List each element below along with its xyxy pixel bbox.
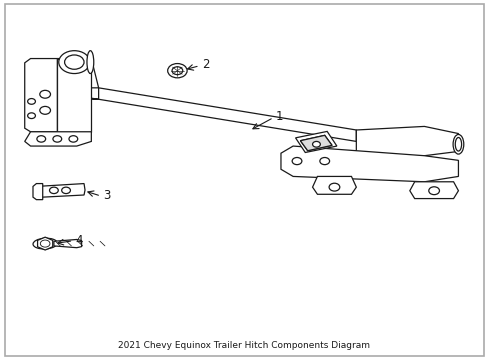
Polygon shape [295,131,336,153]
Text: 2: 2 [201,58,209,72]
Circle shape [319,157,329,165]
Circle shape [40,107,50,114]
Polygon shape [409,182,458,199]
Polygon shape [57,80,99,99]
Circle shape [69,136,78,142]
Circle shape [172,67,183,75]
Circle shape [40,240,50,247]
Ellipse shape [454,138,461,151]
Ellipse shape [87,51,94,73]
Polygon shape [300,135,331,151]
Circle shape [37,136,45,142]
Ellipse shape [452,134,463,154]
Circle shape [328,183,339,191]
Circle shape [49,187,58,194]
Circle shape [53,136,61,142]
Circle shape [428,187,439,195]
Text: 2021 Chevy Equinox Trailer Hitch Components Diagram: 2021 Chevy Equinox Trailer Hitch Compone… [118,341,370,350]
Polygon shape [57,59,99,88]
Text: 3: 3 [103,189,111,202]
Circle shape [167,64,187,78]
Ellipse shape [33,238,57,249]
Polygon shape [99,88,356,141]
Polygon shape [25,132,91,146]
Circle shape [40,90,50,98]
Polygon shape [312,176,356,194]
Polygon shape [40,184,85,197]
Circle shape [64,55,84,69]
Circle shape [28,99,35,104]
Polygon shape [25,59,57,132]
Polygon shape [33,184,42,200]
Polygon shape [38,237,53,250]
Circle shape [312,141,320,147]
Text: 4: 4 [75,234,82,247]
Polygon shape [281,146,458,182]
Polygon shape [54,239,81,248]
Polygon shape [300,135,331,151]
Circle shape [59,51,90,73]
Circle shape [291,157,301,165]
Polygon shape [356,126,458,158]
Text: 1: 1 [276,110,283,123]
Circle shape [28,113,35,118]
Circle shape [61,187,70,194]
Polygon shape [57,59,91,132]
